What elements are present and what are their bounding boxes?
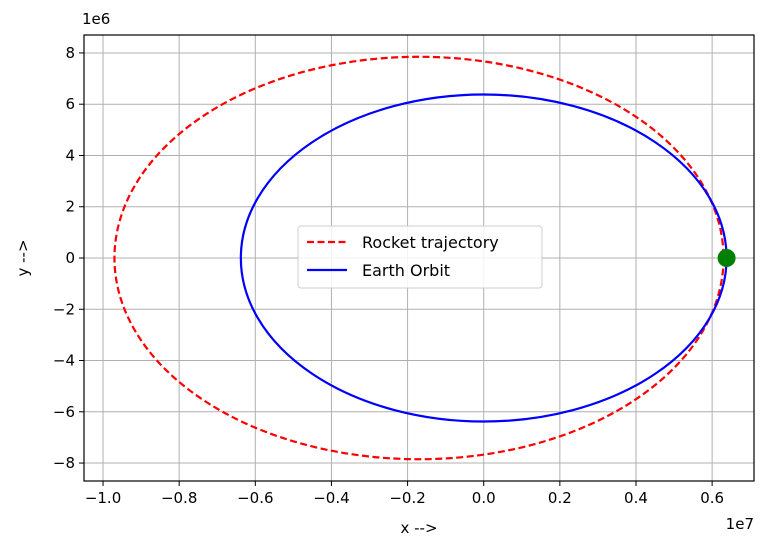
plot-area	[113, 55, 736, 461]
y-tick-label: 8	[65, 44, 75, 62]
ticks: −1.0 −0.8 −0.6 −0.4 −0.2 0.0 0.2 0.4 0.6 −8 −6 −4 −2…	[53, 44, 724, 507]
y-tick-label: −6	[53, 403, 75, 421]
y-tick-label: 6	[65, 95, 75, 113]
y-tick-label: 2	[65, 198, 75, 216]
y-tick-label: −4	[53, 352, 75, 370]
y-scale-label: 1e6	[82, 10, 110, 28]
legend-label-earth-orbit: Earth Orbit	[362, 261, 450, 280]
y-tick-label: 0	[65, 249, 75, 267]
legend-label-rocket-trajectory: Rocket trajectory	[362, 233, 499, 252]
x-tick-label: −0.4	[313, 489, 349, 507]
y-tick-label: 4	[65, 146, 75, 164]
y-axis-label: y -->	[14, 239, 32, 276]
legend: Rocket trajectory Earth Orbit	[297, 225, 543, 289]
x-scale-label: 1e7	[726, 515, 754, 533]
x-tick-label: −0.8	[161, 489, 197, 507]
x-tick-label: −1.0	[85, 489, 121, 507]
x-tick-label: −0.6	[237, 489, 273, 507]
x-tick-label: −0.2	[389, 489, 425, 507]
y-tick-label: −8	[53, 454, 75, 472]
y-tick-label: −2	[53, 300, 75, 318]
x-tick-label: 0.0	[472, 489, 496, 507]
legend-box	[297, 225, 543, 289]
x-tick-label: 0.6	[700, 489, 724, 507]
x-tick-label: 0.2	[548, 489, 572, 507]
x-axis-label: x -->	[400, 519, 437, 537]
x-tick-label: 0.4	[624, 489, 648, 507]
point-earth	[717, 249, 736, 267]
